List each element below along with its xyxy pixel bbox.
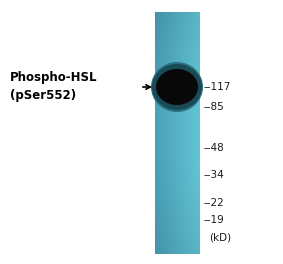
Text: Phospho-HSL: Phospho-HSL bbox=[10, 72, 98, 84]
Ellipse shape bbox=[156, 69, 198, 105]
Text: --117: --117 bbox=[204, 82, 231, 92]
Text: --85: --85 bbox=[204, 102, 225, 112]
Text: --22: --22 bbox=[204, 198, 225, 208]
Text: --48: --48 bbox=[204, 143, 225, 153]
Text: --34: --34 bbox=[204, 170, 225, 180]
Text: (kD): (kD) bbox=[209, 233, 231, 243]
Text: --19: --19 bbox=[204, 215, 225, 225]
Text: (pSer552): (pSer552) bbox=[10, 89, 76, 102]
Ellipse shape bbox=[152, 64, 202, 110]
Ellipse shape bbox=[151, 62, 203, 112]
